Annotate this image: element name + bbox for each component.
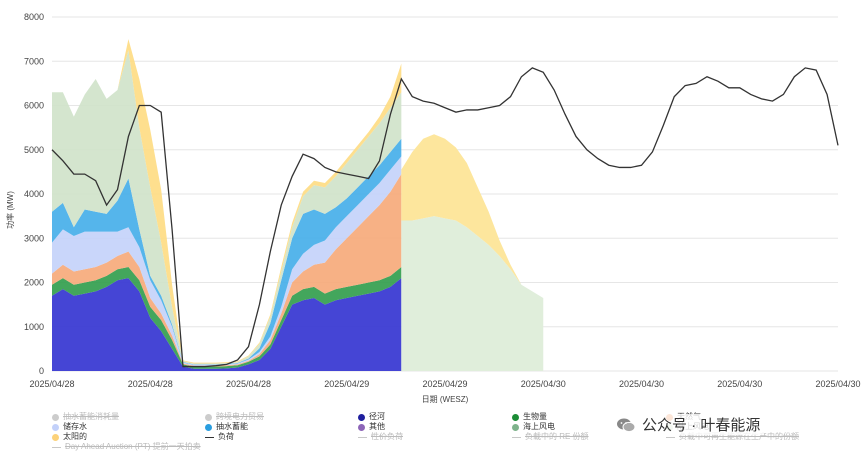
area-series-5 bbox=[52, 50, 402, 365]
legend-label: 其他 bbox=[369, 422, 385, 431]
y-tick-label: 6000 bbox=[24, 101, 44, 111]
forecast-solar-area bbox=[401, 134, 544, 298]
legend-line-marker bbox=[512, 436, 521, 438]
x-axis-label: 日期 (WESZ) bbox=[422, 395, 469, 404]
legend-dot-marker bbox=[52, 423, 59, 431]
legend-label: 负载中的 RE 份额 bbox=[525, 432, 589, 441]
area-series-2 bbox=[52, 174, 402, 367]
y-tick-label: 2000 bbox=[24, 278, 44, 288]
y-tick-label: 8000 bbox=[24, 12, 44, 22]
legend-label: 抽水蓄能消耗量 bbox=[63, 412, 119, 421]
load-line bbox=[51, 67, 839, 368]
x-tick-label: 2025/04/28 bbox=[226, 379, 271, 389]
legend-dot-marker bbox=[205, 423, 212, 431]
legend-label: 负载中可再生能源在生产中的份额 bbox=[679, 432, 799, 441]
x-tick-label: 2025/04/30 bbox=[717, 379, 762, 389]
legend-item[interactable]: 跨境电力贸易 bbox=[205, 412, 264, 422]
area-series-0 bbox=[52, 278, 402, 371]
x-tick-label: 2025/04/29 bbox=[324, 379, 369, 389]
load-line-layer bbox=[51, 67, 839, 368]
legend-item[interactable]: 抽水蓄能 bbox=[205, 422, 248, 432]
wechat-icon bbox=[617, 418, 636, 432]
forecast-wind-area bbox=[401, 216, 544, 371]
legend-dot-marker bbox=[52, 413, 59, 421]
x-tick-label: 2025/04/29 bbox=[422, 379, 467, 389]
legend-line-marker bbox=[205, 436, 214, 438]
legend-label: 性价负荷 bbox=[371, 432, 403, 441]
area-series-1 bbox=[52, 267, 402, 369]
x-axis-ticks: 2025/04/28 2025/04/28 2025/04/28 2025/04/29… bbox=[29, 379, 860, 389]
stacked-areas bbox=[52, 39, 402, 371]
y-tick-label: 1000 bbox=[24, 322, 44, 332]
legend-line-marker bbox=[52, 446, 61, 448]
y-tick-label: 5000 bbox=[24, 145, 44, 155]
legend-dot-marker bbox=[205, 413, 212, 421]
legend-dot-marker bbox=[358, 413, 365, 421]
legend-item[interactable]: 负载中可再生能源在生产中的份额 bbox=[666, 432, 799, 442]
legend-label: 储存水 bbox=[63, 422, 87, 431]
forecast-areas bbox=[401, 134, 544, 371]
legend-label: Day Ahead Auction (PT) 提前一天拍卖 bbox=[65, 442, 201, 451]
x-tick-label: 2025/04/28 bbox=[128, 379, 173, 389]
watermark-text: 公众号 · 叶春能源 bbox=[642, 417, 761, 434]
x-tick-label: 2025/04/28 bbox=[29, 379, 74, 389]
legend-dot-marker bbox=[512, 413, 519, 421]
legend-label: 海上风电 bbox=[523, 422, 555, 431]
legend-item[interactable]: 其他 bbox=[358, 422, 385, 432]
energy-chart: 0 1000 2000 3000 4000 5000 6000 7000 8000 2025/0… bbox=[5, 12, 861, 404]
x-tick-label: 2025/04/30 bbox=[521, 379, 566, 389]
legend-dot-marker bbox=[512, 423, 519, 431]
legend-item[interactable]: 生物量 bbox=[512, 412, 547, 422]
legend-dot-marker bbox=[358, 423, 365, 431]
legend-item[interactable]: 太阳的 bbox=[52, 432, 87, 442]
y-axis-label: 功率 (MW) bbox=[5, 191, 15, 229]
legend-item[interactable]: 性价负荷 bbox=[358, 432, 403, 442]
y-tick-label: 3000 bbox=[24, 233, 44, 243]
legend-item[interactable]: 抽水蓄能消耗量 bbox=[52, 412, 119, 422]
y-tick-label: 7000 bbox=[24, 56, 44, 66]
area-series-6 bbox=[52, 39, 402, 364]
legend-item[interactable]: Day Ahead Auction (PT) 提前一天拍卖 bbox=[52, 442, 201, 452]
legend-item[interactable]: 负荷 bbox=[205, 432, 234, 442]
legend-item[interactable]: 储存水 bbox=[52, 422, 87, 432]
legend-label: 径河 bbox=[369, 412, 385, 421]
x-tick-label: 2025/04/30 bbox=[619, 379, 664, 389]
y-tick-label: 4000 bbox=[24, 189, 44, 199]
x-tick-label: 2025/04/30 bbox=[815, 379, 860, 389]
legend-label: 太阳的 bbox=[63, 432, 87, 441]
legend-item[interactable]: 负载中的 RE 份额 bbox=[512, 432, 589, 442]
y-axis-ticks: 0 1000 2000 3000 4000 5000 6000 7000 8000 bbox=[24, 12, 44, 376]
legend-item[interactable]: 径河 bbox=[358, 412, 385, 422]
legend-label: 负荷 bbox=[218, 432, 234, 441]
legend-dot-marker bbox=[52, 433, 59, 441]
legend-label: 抽水蓄能 bbox=[216, 422, 248, 431]
legend-label: 生物量 bbox=[523, 412, 547, 421]
watermark: 公众号 · 叶春能源 bbox=[612, 414, 765, 435]
legend-item[interactable]: 海上风电 bbox=[512, 422, 555, 432]
legend-line-marker bbox=[358, 436, 367, 438]
legend-label: 跨境电力贸易 bbox=[216, 412, 264, 421]
y-tick-label: 0 bbox=[39, 366, 44, 376]
legend-line-marker bbox=[666, 436, 675, 438]
